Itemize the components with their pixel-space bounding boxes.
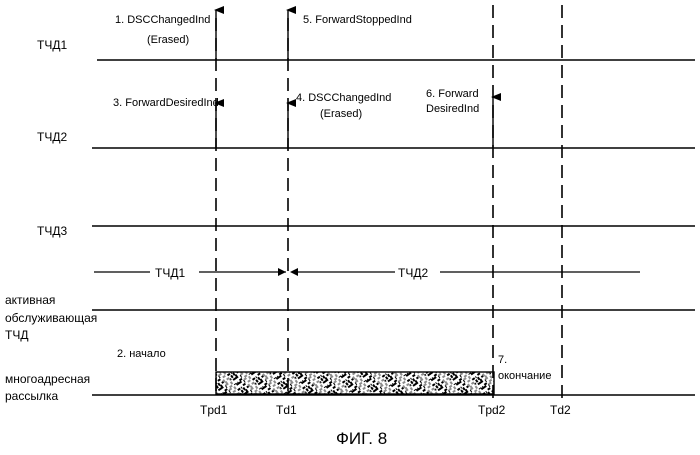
event-label-7-line2: окончание — [498, 370, 551, 382]
event-label-4-line2: (Erased) — [320, 108, 362, 120]
lane-label-tchd3: ТЧД3 — [37, 224, 67, 238]
active-serving-label-line2: обслуживающая — [5, 311, 97, 325]
event-label-2: 2. начало — [117, 348, 166, 360]
time-label-tpd1: Tpd1 — [200, 403, 228, 417]
figure-caption: ФИГ. 8 — [336, 429, 387, 448]
interval-label-tchd2: ТЧД2 — [398, 266, 428, 280]
event-label-6-line2: DesiredInd — [426, 103, 479, 115]
time-label-td2: Td2 — [550, 403, 571, 417]
event-label-4-line1: 4. DSCChangedInd — [296, 92, 391, 104]
lane-label-tchd1: ТЧД1 — [37, 38, 67, 52]
time-label-td1: Td1 — [276, 403, 297, 417]
active-serving-label-line1: активная — [5, 293, 55, 307]
multicast-bar — [216, 372, 494, 394]
active-serving-label-line3: ТЧД — [5, 328, 28, 342]
lane-label-tchd2: ТЧД2 — [37, 130, 67, 144]
event-label-1-line1: 1. DSCChangedInd — [115, 14, 210, 26]
interval-arrowhead-left — [290, 268, 298, 276]
event-label-7-line1: 7. — [498, 354, 507, 366]
multicast-label-line2: рассылка — [5, 389, 58, 403]
multicast-label-line1: многоадресная — [5, 372, 90, 386]
event-label-6-line1: 6. Forward — [426, 88, 479, 100]
event-label-1-line2: (Erased) — [147, 34, 189, 46]
interval-label-tchd1: ТЧД1 — [155, 266, 185, 280]
event-label-3: 3. ForwardDesiredInd — [113, 97, 219, 109]
time-label-tpd2: Tpd2 — [478, 403, 506, 417]
interval-arrowhead-right — [278, 268, 286, 276]
event-label-5: 5. ForwardStoppedInd — [303, 14, 412, 26]
